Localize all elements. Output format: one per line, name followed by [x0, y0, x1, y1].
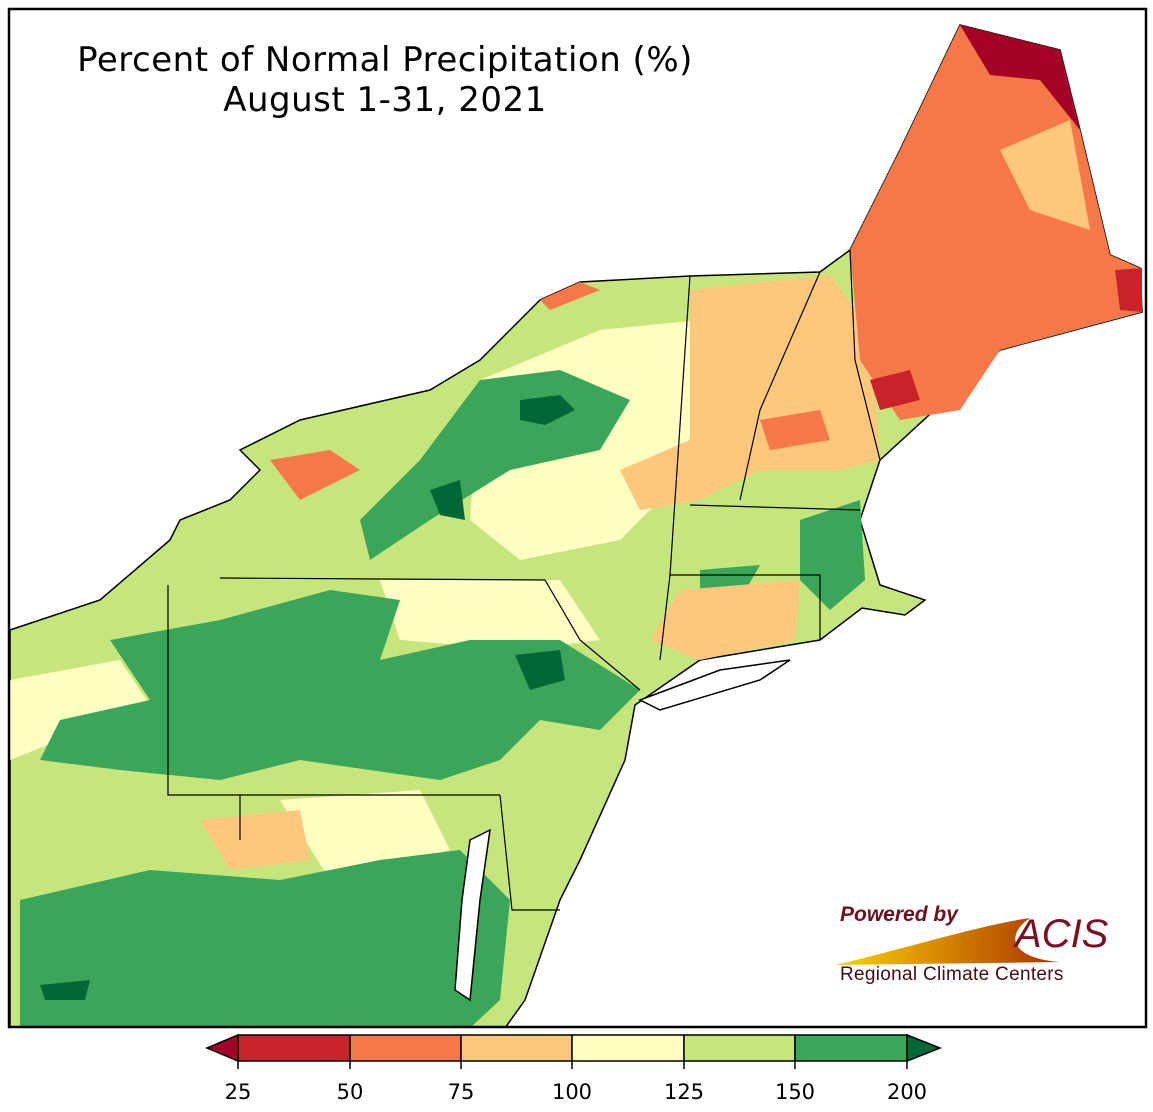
region-150-200	[360, 370, 630, 560]
region-25-50	[1115, 268, 1142, 312]
region-150-200	[40, 590, 640, 780]
logo-acis: ACIS	[1015, 912, 1109, 956]
colorbar-over-arrow	[906, 1033, 943, 1063]
colorbar-bin	[460, 1034, 573, 1062]
region-100-125	[10, 660, 160, 760]
colorbar-tick-label: 200	[886, 1080, 928, 1104]
long-island-sound	[638, 659, 791, 711]
colorbar-tick-label: 100	[551, 1080, 593, 1104]
region-75-100	[1000, 120, 1090, 230]
region-over-200	[40, 980, 90, 1000]
region-over-200	[520, 395, 575, 425]
region-over-200	[430, 480, 465, 520]
map-title: Percent of Normal Precipitation (%)	[77, 40, 693, 80]
state-boundaries	[167, 249, 881, 911]
colorbar-tick-label: 75	[447, 1080, 475, 1104]
region-over-200	[515, 650, 565, 690]
colorbar-bin	[683, 1034, 796, 1062]
colorbar-bin	[571, 1034, 685, 1062]
region-75-100	[620, 275, 880, 510]
region-50-75	[760, 410, 830, 450]
map-frame	[7, 7, 1148, 1029]
region-75-100	[200, 810, 310, 870]
region-50-75	[270, 450, 360, 500]
colorbar-tick-label: 150	[774, 1080, 816, 1104]
region-25-50	[870, 370, 920, 410]
colorbar-under-arrow	[205, 1033, 239, 1063]
acis-logo: Powered by ACIS Regional Climate Centers	[830, 900, 1120, 995]
colorbar-tick-label: 25	[224, 1080, 252, 1104]
region-50-75	[540, 282, 600, 310]
colorbar-tick-label: 125	[663, 1080, 705, 1104]
colorbar-bin	[349, 1034, 462, 1062]
region-50-75	[850, 25, 1142, 420]
logo-powered-by: Powered by	[840, 903, 958, 926]
region-150-200	[20, 850, 510, 1027]
region-75-100	[650, 580, 800, 660]
region-100-125	[380, 580, 600, 650]
colorbar-bin	[794, 1034, 908, 1062]
region-150-200	[800, 500, 865, 610]
colorbar-tick-label: 50	[336, 1080, 364, 1104]
region-under-25	[960, 25, 1080, 130]
colorbar	[205, 1033, 943, 1069]
acis-swoosh	[835, 918, 1060, 965]
colorbar-bin	[237, 1034, 351, 1062]
map-subtitle: August 1-31, 2021	[223, 80, 547, 120]
chesapeake-bay	[454, 828, 491, 1002]
logo-subtitle: Regional Climate Centers	[840, 964, 1064, 985]
